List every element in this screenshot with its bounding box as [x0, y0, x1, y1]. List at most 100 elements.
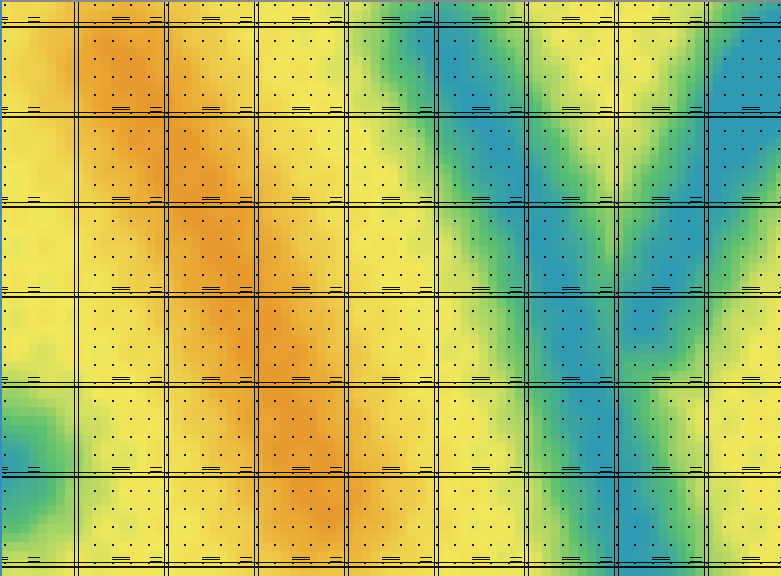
building-dot [418, 76, 420, 78]
building-dot [760, 400, 762, 402]
building-dot [670, 256, 672, 258]
building-dot [598, 238, 600, 240]
building-dot [580, 490, 582, 492]
building-dot [310, 94, 312, 96]
building-dot [490, 220, 492, 222]
building-dot [580, 292, 582, 294]
building-dot [382, 490, 384, 492]
building-dot [220, 148, 222, 150]
building-dot [184, 76, 186, 78]
building-dot [382, 472, 384, 474]
building-dot [688, 418, 690, 420]
station-marker [2, 287, 8, 290]
building-dot [400, 364, 402, 366]
building-dot [472, 166, 474, 168]
station-marker [150, 17, 162, 22]
building-dot [598, 382, 600, 384]
building-dot [94, 202, 96, 204]
building-dot [364, 472, 366, 474]
building-dot [202, 418, 204, 420]
building-dot [544, 94, 546, 96]
building-dot [148, 238, 150, 240]
building-dot [490, 148, 492, 150]
building-dot [94, 400, 96, 402]
building-dot [274, 166, 276, 168]
building-dot [130, 220, 132, 222]
building-dot [580, 364, 582, 366]
building-dot [634, 382, 636, 384]
building-dot [652, 526, 654, 528]
building-dot [598, 454, 600, 456]
building-dot [760, 94, 762, 96]
building-dot [400, 490, 402, 492]
building-dot [526, 400, 528, 402]
building-dot [562, 148, 564, 150]
building-dot [346, 58, 348, 60]
building-dot [256, 220, 258, 222]
building-dot [292, 22, 294, 24]
building-dot [472, 310, 474, 312]
building-dot [562, 472, 564, 474]
building-dot [184, 202, 186, 204]
building-dot [256, 418, 258, 420]
building-dot [256, 400, 258, 402]
building-dot [508, 58, 510, 60]
building-dot [166, 148, 168, 150]
road-vertical [704, 2, 709, 576]
building-dot [256, 130, 258, 132]
building-dot [220, 112, 222, 114]
building-dot [454, 346, 456, 348]
building-dot [94, 526, 96, 528]
building-dot [670, 76, 672, 78]
building-dot [292, 292, 294, 294]
building-dot [652, 292, 654, 294]
building-dot [166, 454, 168, 456]
building-dot [310, 22, 312, 24]
building-dot [400, 76, 402, 78]
building-dot [760, 76, 762, 78]
building-dot [580, 4, 582, 6]
building-dot [436, 436, 438, 438]
building-dot [184, 292, 186, 294]
building-dot [778, 562, 780, 564]
building-dot [652, 490, 654, 492]
building-dot [256, 40, 258, 42]
station-marker [600, 467, 612, 472]
building-dot [544, 526, 546, 528]
road-vertical [164, 2, 169, 576]
station-marker [510, 107, 522, 112]
building-dot [652, 562, 654, 564]
building-dot [634, 238, 636, 240]
building-dot [400, 256, 402, 258]
building-dot [616, 76, 618, 78]
building-dot [256, 328, 258, 330]
building-dot [364, 346, 366, 348]
building-dot [544, 58, 546, 60]
station-marker [600, 17, 612, 22]
building-dot [580, 202, 582, 204]
building-dot [220, 166, 222, 168]
building-dot [292, 364, 294, 366]
station-marker [690, 197, 702, 202]
building-dot [472, 112, 474, 114]
building-dot [274, 22, 276, 24]
building-dot [634, 400, 636, 402]
building-dot [202, 238, 204, 240]
building-dot [130, 508, 132, 510]
building-dot [724, 4, 726, 6]
station-marker [202, 197, 220, 200]
building-dot [778, 40, 780, 42]
building-dot [328, 58, 330, 60]
building-dot [724, 436, 726, 438]
building-dot [454, 490, 456, 492]
building-dot [778, 310, 780, 312]
building-dot [274, 202, 276, 204]
building-dot [184, 526, 186, 528]
building-dot [760, 292, 762, 294]
building-dot [4, 40, 6, 42]
building-dot [94, 328, 96, 330]
building-dot [256, 526, 258, 528]
building-dot [418, 58, 420, 60]
building-dot [526, 562, 528, 564]
